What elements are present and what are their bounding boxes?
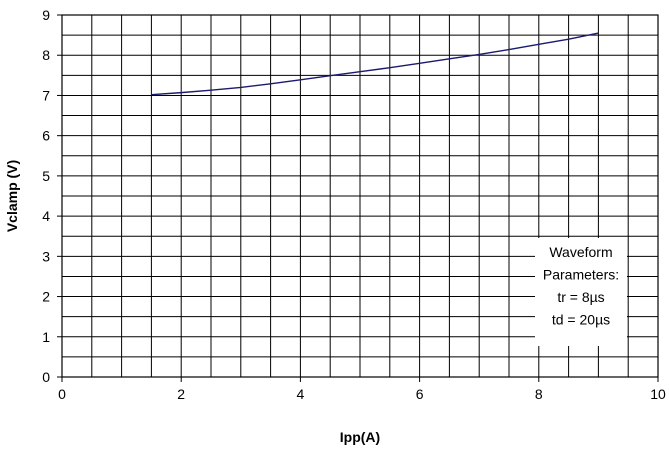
- y-tick-label: 1: [42, 329, 50, 345]
- y-axis-title: Vclamp (V): [4, 160, 20, 232]
- y-tick-label: 6: [42, 128, 50, 144]
- y-axis-ticks: 0 1 2 3 4 5 6 7 8 9: [42, 7, 62, 385]
- x-tick-label: 0: [58, 386, 66, 402]
- y-tick-label: 0: [42, 369, 50, 385]
- plot-area-border: [61, 14, 659, 378]
- y-tick-label: 7: [42, 87, 50, 103]
- y-tick-label: 3: [42, 248, 50, 264]
- annotation-line: tr = 8µs: [557, 289, 604, 305]
- x-axis-ticks: 0 2 4 6 8 10: [58, 377, 666, 402]
- y-tick-label: 5: [42, 168, 50, 184]
- series-line: [151, 32, 599, 96]
- x-tick-label: 6: [416, 386, 424, 402]
- x-tick-label: 8: [535, 386, 543, 402]
- annotation-line: Waveform: [549, 244, 612, 260]
- annotation-box: Waveform Parameters: tr = 8µs td = 20µs: [535, 238, 627, 346]
- y-tick-label: 9: [42, 7, 50, 23]
- annotation-background: [535, 238, 627, 346]
- x-tick-label: 10: [650, 386, 666, 402]
- x-tick-label: 4: [297, 386, 305, 402]
- y-tick-label: 8: [42, 47, 50, 63]
- annotation-line: Parameters:: [543, 267, 619, 283]
- series-layer: [151, 32, 599, 96]
- y-tick-label: 4: [42, 208, 50, 224]
- annotation-line: td = 20µs: [552, 312, 610, 328]
- x-axis-title: Ipp(A): [340, 429, 380, 445]
- y-tick-label: 2: [42, 289, 50, 305]
- x-tick-label: 2: [177, 386, 185, 402]
